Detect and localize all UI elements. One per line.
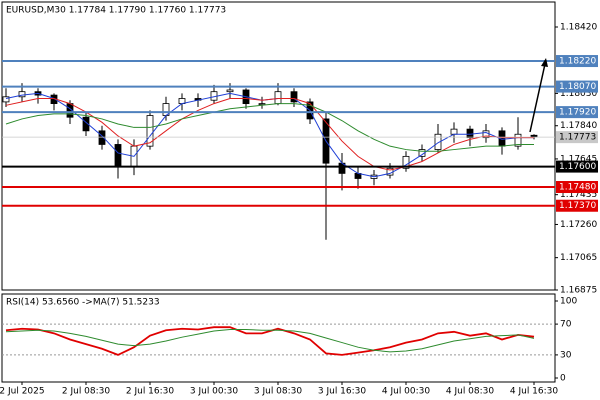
x-tick-label: 2 Jul 2025	[0, 387, 45, 397]
current-price-label: 1.17773	[559, 133, 596, 143]
y-tick-label: 1.18420	[560, 23, 597, 33]
level-label: 1.17600	[559, 162, 596, 172]
candle-body	[114, 144, 122, 167]
candle-body	[290, 91, 298, 103]
x-tick-label: 4 Jul 00:30	[382, 387, 431, 397]
rsi-line	[5, 328, 535, 353]
rsi-tick-label: 100	[560, 297, 577, 307]
rsi-tick-label: 70	[560, 320, 572, 330]
candle-body	[450, 128, 458, 135]
x-tick-label: 4 Jul 08:30	[446, 387, 495, 397]
level-label-box	[556, 160, 598, 173]
rsi-title: RSI(14) 53.6560 ->MA(7) 51.5233	[6, 298, 160, 308]
arrow-head	[541, 58, 548, 67]
price-panel	[1, 1, 556, 291]
chart-title: EURUSD,M30 1.17784 1.17790 1.17760 1.177…	[6, 6, 226, 16]
candle-body	[82, 116, 90, 132]
moving-average	[5, 92, 534, 178]
rsi-tick-label: 0	[560, 374, 566, 384]
level-label-box	[556, 181, 598, 194]
x-tick-label: 3 Jul 00:30	[190, 387, 239, 397]
arrow	[529, 63, 546, 133]
x-tick-label: 2 Jul 08:30	[62, 387, 111, 397]
candle-body	[226, 89, 234, 93]
candle-body	[18, 91, 26, 98]
candle-body	[274, 91, 282, 105]
y-tick-label: 1.17435	[560, 190, 597, 200]
y-tick-label: 1.17840	[560, 121, 597, 131]
price-plot	[2, 83, 538, 240]
candle-body	[466, 128, 474, 139]
x-tick-label: 3 Jul 16:30	[318, 387, 367, 397]
y-tick-label: 1.17260	[560, 220, 597, 230]
level-label-box	[556, 55, 598, 68]
x-tick-label: 4 Jul 16:30	[510, 387, 559, 397]
level-label: 1.18070	[559, 82, 596, 92]
level-label-box	[556, 199, 598, 212]
level-label: 1.18220	[559, 57, 596, 67]
level-label: 1.17480	[559, 183, 596, 193]
level-label: 1.17920	[559, 108, 596, 118]
level-label-box	[556, 80, 598, 93]
candle-body	[258, 103, 266, 106]
axes: 1.18420 1.18030 1.17840 1.17645 1.17435 1.172…	[0, 23, 598, 397]
y-tick-label: 1.17065	[560, 253, 597, 263]
y-tick-label: 1.16875	[560, 286, 597, 296]
x-tick-label: 3 Jul 08:30	[254, 387, 303, 397]
current-price-box	[556, 131, 598, 144]
rsi-line	[5, 326, 535, 356]
y-tick-label: 1.18030	[560, 89, 597, 99]
candle-body	[2, 96, 10, 103]
candle-body	[146, 115, 154, 147]
y-tick-label: 1.17645	[560, 154, 597, 164]
candle-body	[514, 133, 522, 147]
candle-body	[434, 133, 442, 150]
rsi-tick-label: 30	[560, 350, 572, 360]
candle-body	[98, 130, 106, 145]
x-tick-label: 2 Jul 16:30	[126, 387, 175, 397]
level-label: 1.17370	[559, 201, 596, 211]
level-label-box	[556, 106, 598, 119]
moving-average	[5, 103, 534, 152]
candle-body	[402, 155, 410, 169]
